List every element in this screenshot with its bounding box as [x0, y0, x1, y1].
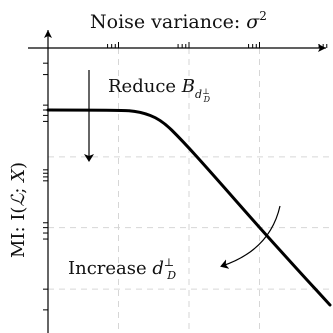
x-axis-label: Noise variance: σ2	[90, 9, 267, 33]
y-axis-label-var: X	[8, 168, 29, 184]
y-ticks	[43, 62, 48, 311]
x-axis-label-text: Noise variance:	[90, 11, 246, 33]
increase-arrow	[220, 205, 281, 269]
reduce-label-sub: d	[195, 88, 202, 101]
x-ticks	[47, 42, 328, 48]
series-line-mi	[46, 108, 332, 307]
x-axis-arrowhead	[318, 44, 326, 52]
increase-label-var: d	[152, 258, 164, 279]
reduce-label-main: Reduce	[108, 76, 182, 97]
y-axis-label-suffix: )	[8, 162, 29, 169]
grid	[48, 48, 333, 333]
y-axis-label: MI: I(ℒ; X)	[8, 162, 29, 258]
y-axis-label-prefix: MI: I(	[8, 207, 29, 258]
increase-label-sub: D	[166, 269, 176, 282]
y-axis-arrowhead	[44, 30, 52, 38]
x-axis-label-var: σ	[246, 11, 260, 33]
reduce-label-subsub: ⊥	[202, 87, 210, 96]
increase-label-sup: ⊥	[164, 256, 174, 269]
x-axis-label-sup: 2	[259, 9, 267, 23]
reduce-label: Reduce Bd⊥ D	[108, 76, 211, 104]
increase-label-main: Increase	[68, 258, 152, 279]
y-axis-label-cal: ℒ	[8, 193, 29, 207]
reduce-label-var: B	[181, 76, 195, 97]
y-axis-label-mid: ;	[8, 182, 29, 194]
increase-label: Increase d⊥ D	[68, 256, 176, 282]
reduce-label-subsub2: D	[203, 95, 211, 104]
